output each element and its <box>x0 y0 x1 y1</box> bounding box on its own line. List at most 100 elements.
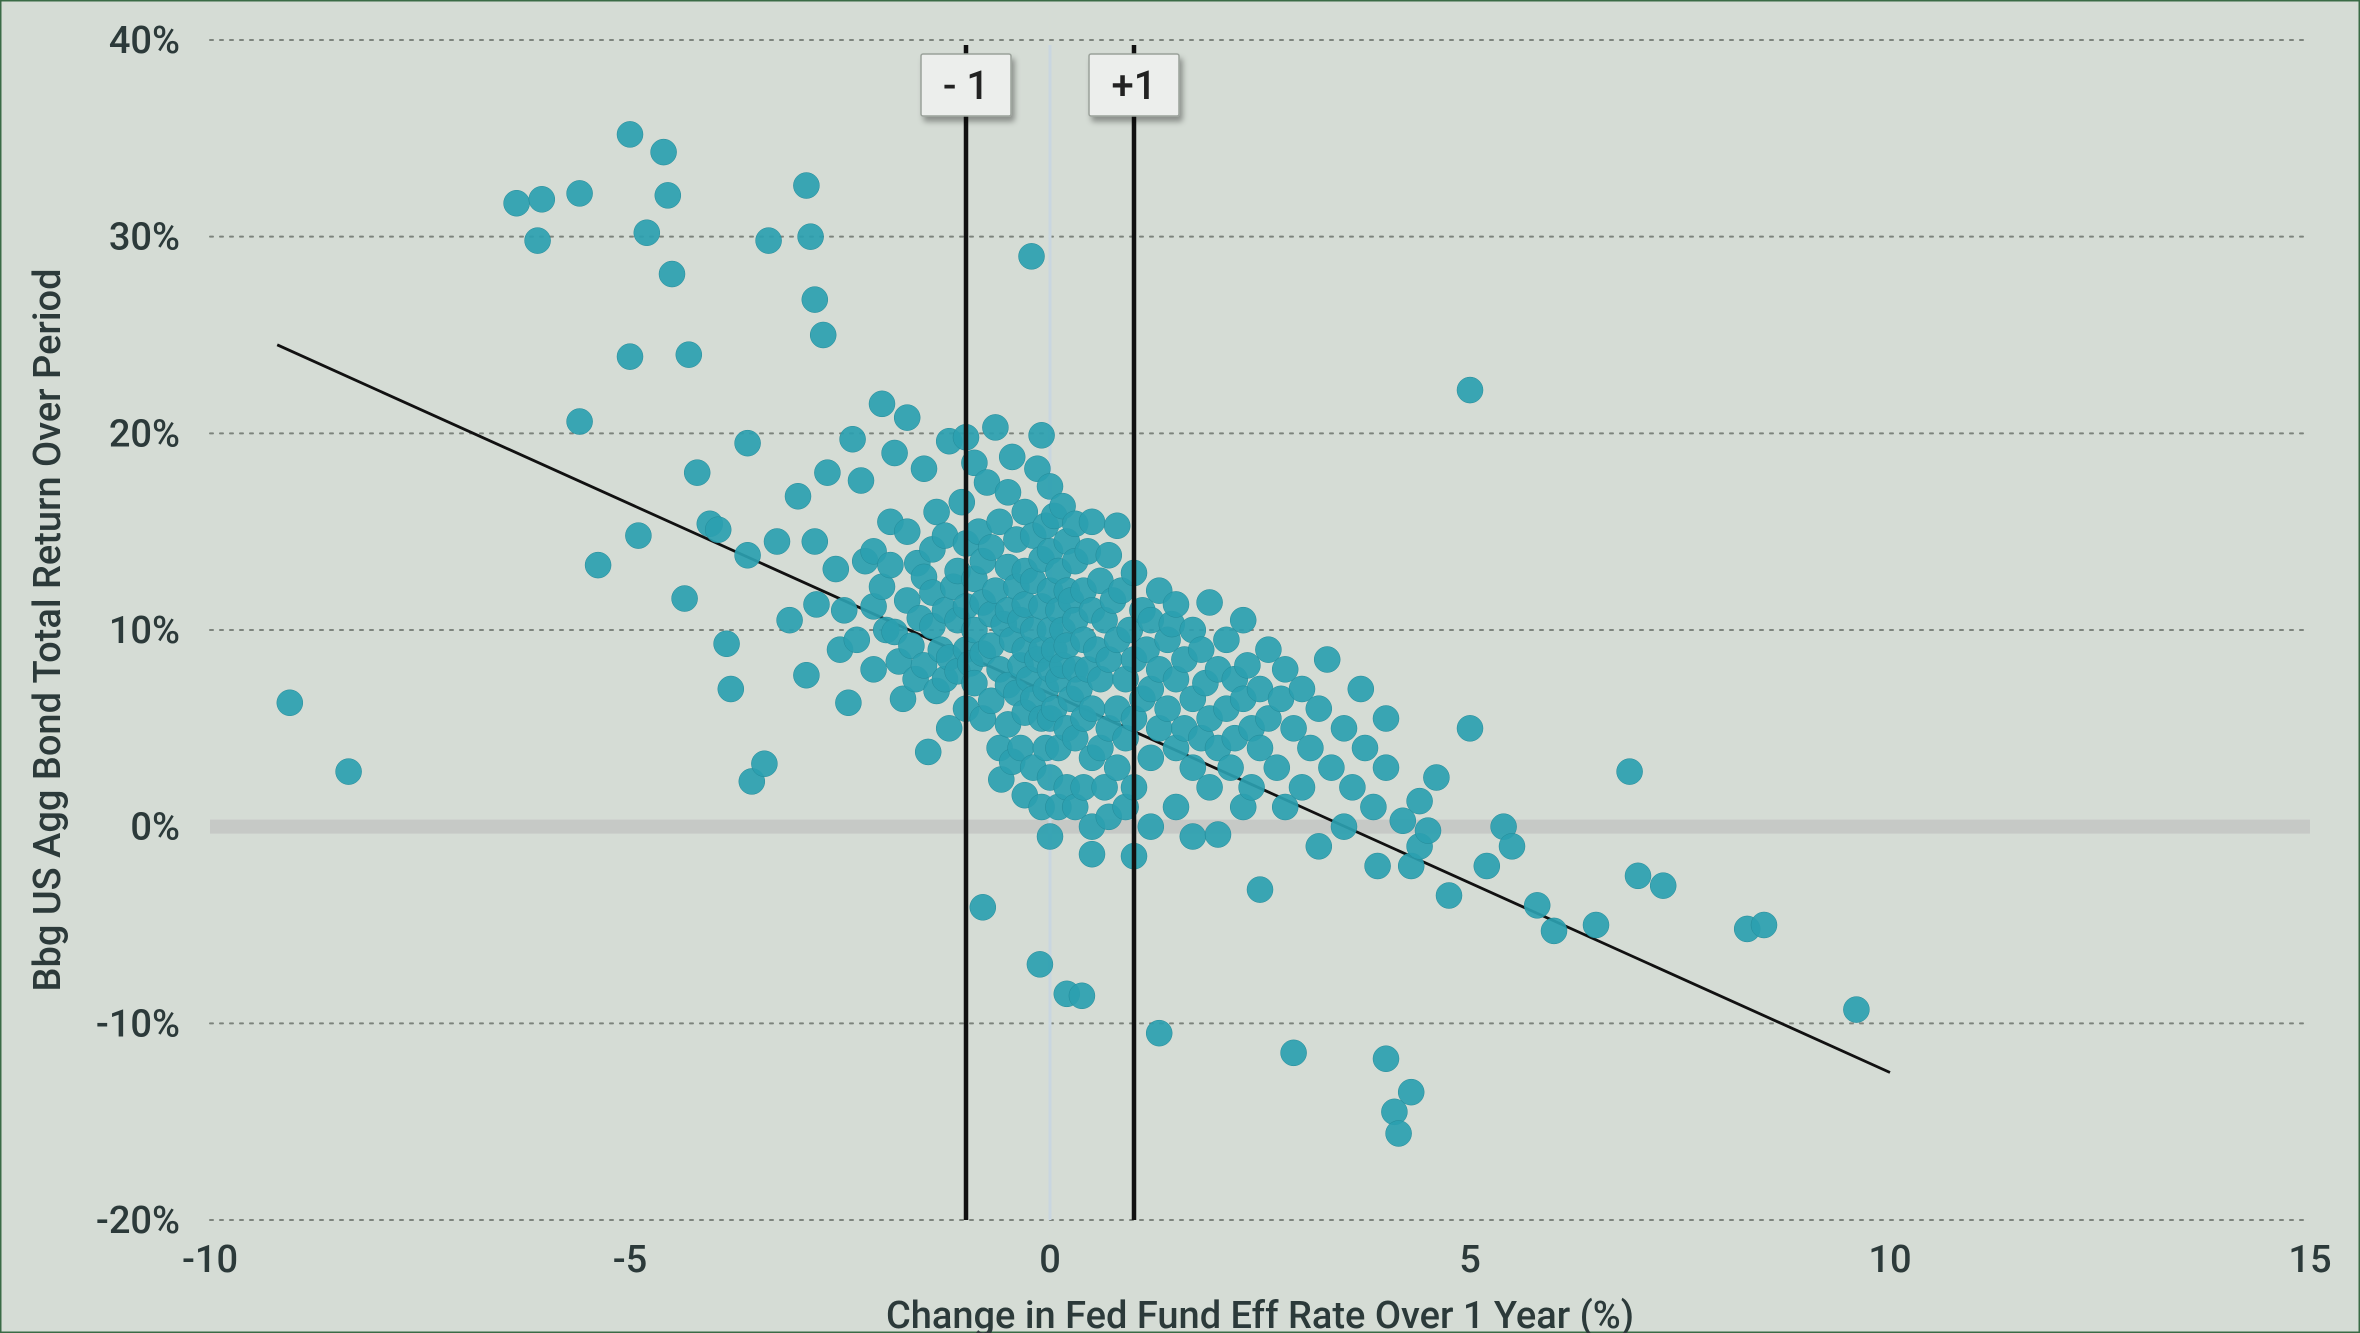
data-point <box>982 414 1008 440</box>
data-point <box>567 409 593 435</box>
y-axis-label: Bbg US Agg Bond Total Return Over Period <box>26 268 70 991</box>
data-point <box>802 287 828 313</box>
data-point <box>1197 774 1223 800</box>
y-tick-label: 0% <box>130 806 180 850</box>
data-point <box>525 228 551 254</box>
reference-label: - 1 <box>943 62 989 109</box>
data-point <box>894 405 920 431</box>
data-point <box>585 552 611 578</box>
data-point <box>970 894 996 920</box>
data-point <box>676 342 702 368</box>
data-point <box>1524 892 1550 918</box>
data-point <box>793 662 819 688</box>
data-point <box>1373 1046 1399 1072</box>
y-tick-label: 10% <box>109 609 180 653</box>
data-point <box>1436 883 1462 909</box>
data-point <box>1474 853 1500 879</box>
data-point <box>1079 509 1105 535</box>
data-point <box>814 460 840 486</box>
data-point <box>1138 745 1164 771</box>
data-point <box>844 627 870 653</box>
data-point <box>1234 652 1260 678</box>
data-point <box>911 456 937 482</box>
x-tick-label: 15 <box>2288 1238 2331 1282</box>
data-point <box>1423 765 1449 791</box>
data-point <box>617 121 643 147</box>
data-point <box>1306 696 1332 722</box>
x-tick-label: -5 <box>613 1238 648 1282</box>
data-point <box>336 759 362 785</box>
data-point <box>1306 833 1332 859</box>
data-point <box>1843 997 1869 1023</box>
data-point <box>764 529 790 555</box>
data-point <box>803 591 829 617</box>
data-point <box>1289 774 1315 800</box>
data-point <box>785 483 811 509</box>
data-point <box>1617 759 1643 785</box>
data-point <box>1339 774 1365 800</box>
data-point <box>277 690 303 716</box>
data-point <box>835 690 861 716</box>
y-tick-label: 20% <box>109 412 180 456</box>
y-tick-label: -10% <box>96 1002 180 1046</box>
data-point <box>684 460 710 486</box>
data-point <box>1281 1040 1307 1066</box>
data-point <box>1247 877 1273 903</box>
data-point <box>617 344 643 370</box>
data-point <box>567 180 593 206</box>
data-point <box>504 190 530 216</box>
data-point <box>672 586 698 612</box>
data-point <box>1348 676 1374 702</box>
data-point <box>1331 814 1357 840</box>
data-point <box>810 322 836 348</box>
data-point <box>1314 647 1340 673</box>
data-point <box>1163 794 1189 820</box>
data-point <box>634 220 660 246</box>
x-tick-label: 0 <box>1039 1238 1061 1282</box>
data-point <box>756 228 782 254</box>
y-tick-label: -20% <box>96 1199 180 1243</box>
data-point <box>1365 853 1391 879</box>
data-point <box>894 519 920 545</box>
data-point <box>1079 841 1105 867</box>
data-point <box>915 739 941 765</box>
data-point <box>1499 833 1525 859</box>
data-point <box>735 542 761 568</box>
data-point <box>1386 1120 1412 1146</box>
data-point <box>1146 1020 1172 1046</box>
reference-label: +1 <box>1112 62 1157 109</box>
data-point <box>861 656 887 682</box>
data-point <box>1029 422 1055 448</box>
data-point <box>1096 542 1122 568</box>
data-point <box>1205 822 1231 848</box>
data-point <box>1037 824 1063 850</box>
data-point <box>651 139 677 165</box>
data-point <box>1373 755 1399 781</box>
data-point <box>659 261 685 287</box>
chart-svg: - 1+1-20%-10%0%10%20%30%40%-10-5051015Ch… <box>0 0 2360 1333</box>
data-point <box>831 597 857 623</box>
data-point <box>802 529 828 555</box>
data-point <box>1180 824 1206 850</box>
data-point <box>1398 1079 1424 1105</box>
data-point <box>1457 377 1483 403</box>
data-point <box>1264 755 1290 781</box>
data-point <box>1104 513 1130 539</box>
data-point <box>869 391 895 417</box>
data-point <box>1415 818 1441 844</box>
data-point <box>1650 873 1676 899</box>
data-point <box>798 224 824 250</box>
data-point <box>1239 774 1265 800</box>
data-point <box>1297 735 1323 761</box>
data-point <box>1230 607 1256 633</box>
data-point <box>924 499 950 525</box>
data-point <box>705 517 731 543</box>
data-point <box>1751 912 1777 938</box>
y-tick-label: 30% <box>109 216 180 260</box>
data-point <box>949 489 975 515</box>
data-point <box>1027 951 1053 977</box>
data-point <box>848 468 874 494</box>
scatter-chart: - 1+1-20%-10%0%10%20%30%40%-10-5051015Ch… <box>0 0 2360 1333</box>
x-tick-label: -10 <box>182 1238 238 1282</box>
data-point <box>714 631 740 657</box>
